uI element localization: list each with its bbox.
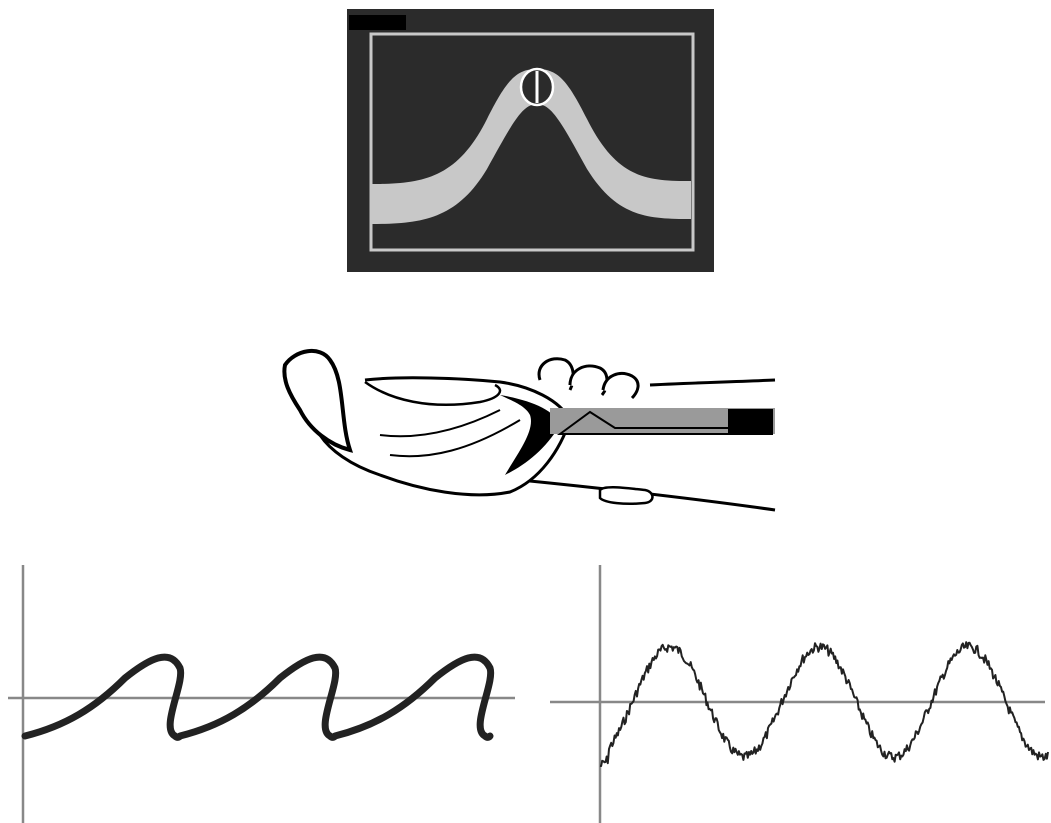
examiner-finger-3 <box>601 372 640 400</box>
forearm-top-edge <box>649 378 776 387</box>
wrist-illustration <box>270 340 790 520</box>
noisy-wave-svg <box>550 565 1049 823</box>
smooth-wave-line <box>21 653 495 741</box>
noisy-wave-line <box>599 641 1049 767</box>
fingers-curled <box>282 349 354 453</box>
thumb <box>364 380 502 407</box>
palm-crease-2 <box>389 419 521 458</box>
palm-crease <box>379 409 501 438</box>
probe-connector <box>728 409 773 435</box>
examiner-thumb <box>598 486 654 506</box>
monitor-display <box>347 9 714 272</box>
examiner-finger-1 <box>537 357 575 391</box>
wrist-svg <box>282 349 776 512</box>
probe-tip <box>556 410 731 435</box>
monitor-label-bar <box>349 15 406 30</box>
examiner-finger-2 <box>568 364 609 396</box>
smooth-wave-svg <box>8 565 515 823</box>
hand-outline <box>311 376 572 497</box>
smooth-wave-plot <box>0 560 520 823</box>
monitor-screen <box>347 9 714 272</box>
monitor-svg <box>347 9 714 272</box>
noisy-wave-plot <box>540 560 1051 823</box>
bell-band <box>372 69 691 224</box>
monitor-inner-frame <box>369 32 695 252</box>
wrist-shadow <box>500 395 560 475</box>
